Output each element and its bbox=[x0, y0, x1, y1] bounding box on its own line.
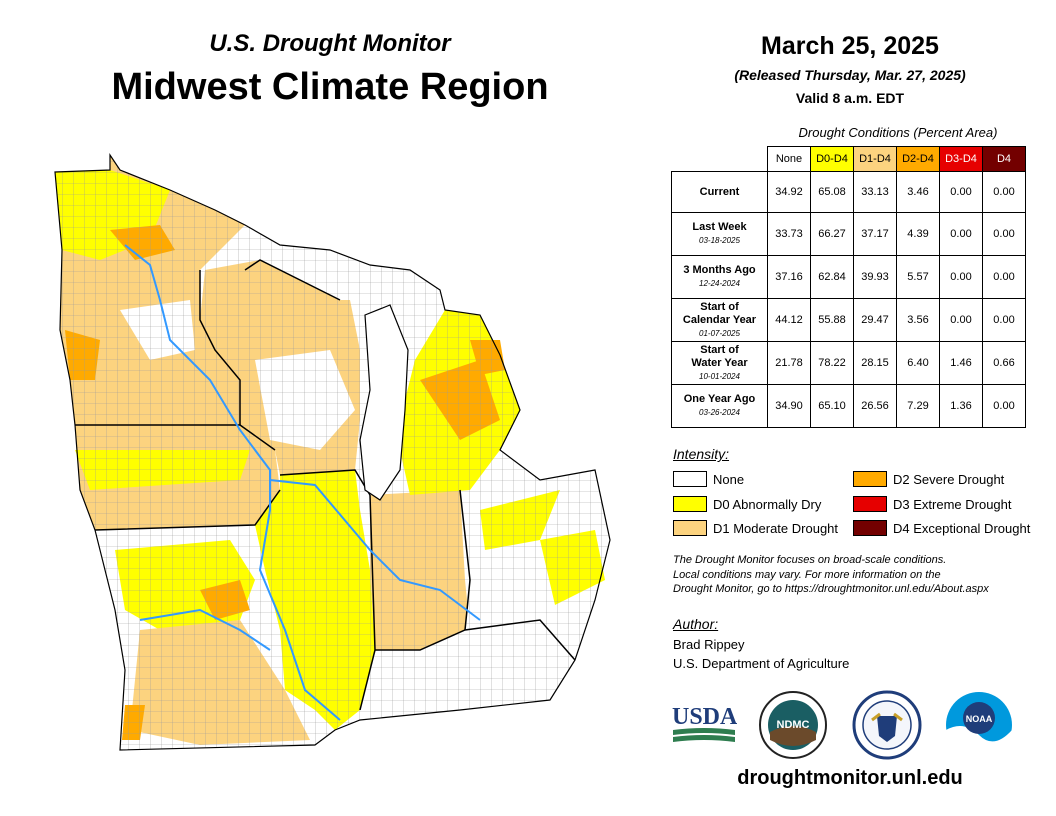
table-cell: 0.00 bbox=[939, 298, 983, 342]
drought-map bbox=[54, 153, 611, 751]
column-header: D3-D4 bbox=[939, 146, 983, 172]
legend-item-d3: D3 Extreme Drought bbox=[853, 496, 1012, 512]
usda-logo: USDA bbox=[672, 704, 737, 742]
table-cell: 37.17 bbox=[853, 212, 897, 256]
author-org: U.S. Department of Agriculture bbox=[673, 656, 850, 671]
row-label: Last Week 03-18-2025 bbox=[671, 212, 768, 256]
legend-swatch bbox=[853, 471, 887, 487]
row-label: 3 Months Ago 12-24-2024 bbox=[671, 255, 768, 299]
ndmc-logo: NDMC bbox=[759, 691, 827, 759]
table-cell: 3.46 bbox=[896, 171, 940, 213]
author-heading: Author: bbox=[673, 616, 719, 632]
table-cell: 0.00 bbox=[939, 171, 983, 213]
table-cell: 0.00 bbox=[939, 212, 983, 256]
column-header: D2-D4 bbox=[896, 146, 940, 172]
table-cell: 0.00 bbox=[982, 255, 1026, 299]
table-cell: 26.56 bbox=[853, 384, 897, 428]
legend-swatch bbox=[673, 471, 707, 487]
table-cell: 4.39 bbox=[896, 212, 940, 256]
table-cell: 78.22 bbox=[810, 341, 854, 385]
table-row: 3 Months Ago 12-24-2024 37.16 62.84 39.93… bbox=[671, 255, 1026, 299]
drought-conditions-table: None D0-D4 D1-D4 D2-D4 D3-D4 D4 Current … bbox=[671, 146, 1026, 428]
table-cell: 65.10 bbox=[810, 384, 854, 428]
legend-item-d0: D0 Abnormally Dry bbox=[673, 496, 821, 512]
table-cell: 44.12 bbox=[767, 298, 811, 342]
legend-heading: Intensity: bbox=[673, 446, 730, 462]
column-header: D1-D4 bbox=[853, 146, 897, 172]
table-cell: 21.78 bbox=[767, 341, 811, 385]
legend-item-d4: D4 Exceptional Drought bbox=[853, 520, 1030, 536]
website-link[interactable]: droughtmonitor.unl.edu bbox=[737, 767, 963, 789]
row-label: Current bbox=[671, 171, 768, 213]
table-cell: 0.00 bbox=[982, 171, 1026, 213]
table-cell: 0.00 bbox=[982, 212, 1026, 256]
table-cell: 34.92 bbox=[767, 171, 811, 213]
table-cell: 1.46 bbox=[939, 341, 983, 385]
doc-seal-logo bbox=[852, 690, 922, 760]
table-cell: 6.40 bbox=[896, 341, 940, 385]
table-cell: 62.84 bbox=[810, 255, 854, 299]
table-row: One Year Ago 03-26-2024 34.90 65.10 26.56… bbox=[671, 384, 1026, 428]
legend-item-d2: D2 Severe Drought bbox=[853, 471, 1004, 487]
legend-item-d1: D1 Moderate Drought bbox=[673, 520, 838, 536]
table-cell: 5.57 bbox=[896, 255, 940, 299]
legend-swatch bbox=[673, 496, 707, 512]
table-cell: 66.27 bbox=[810, 212, 854, 256]
column-header: D0-D4 bbox=[810, 146, 854, 172]
table-cell: 0.00 bbox=[982, 384, 1026, 428]
column-header: D4 bbox=[982, 146, 1026, 172]
release-date: (Released Thursday, Mar. 27, 2025) bbox=[734, 67, 966, 83]
legend-swatch bbox=[853, 496, 887, 512]
table-cell: 1.36 bbox=[939, 384, 983, 428]
conditions-caption: Drought Conditions (Percent Area) bbox=[798, 125, 998, 140]
table-cell: 65.08 bbox=[810, 171, 854, 213]
table-cell: 3.56 bbox=[896, 298, 940, 342]
map-subtitle: U.S. Drought Monitor bbox=[209, 30, 451, 57]
table-cell: 29.47 bbox=[853, 298, 897, 342]
valid-time: Valid 8 a.m. EDT bbox=[795, 90, 905, 106]
table-cell: 33.73 bbox=[767, 212, 811, 256]
map-county-grid bbox=[54, 153, 611, 751]
legend-swatch bbox=[853, 520, 887, 536]
table-header-row: None D0-D4 D1-D4 D2-D4 D3-D4 D4 bbox=[671, 146, 1026, 172]
table-cell: 0.00 bbox=[982, 298, 1026, 342]
table-row: Last Week 03-18-2025 33.73 66.27 37.17 4.… bbox=[671, 212, 1026, 256]
table-row: Start of Calendar Year 01-07-2025 44.12 55… bbox=[671, 298, 1026, 342]
table-cell: 0.66 bbox=[982, 341, 1026, 385]
column-header: None bbox=[767, 146, 811, 172]
author-name: Brad Rippey bbox=[673, 637, 745, 652]
svg-text:NOAA: NOAA bbox=[966, 714, 993, 724]
table-cell: 33.13 bbox=[853, 171, 897, 213]
noaa-logo: NOAA bbox=[946, 692, 1012, 760]
row-label: Start of Calendar Year 01-07-2025 bbox=[671, 298, 768, 342]
table-cell: 39.93 bbox=[853, 255, 897, 299]
map-title: Midwest Climate Region bbox=[111, 66, 549, 108]
table-cell: 34.90 bbox=[767, 384, 811, 428]
map-state-borders bbox=[75, 259, 576, 711]
table-cell: 0.00 bbox=[939, 255, 983, 299]
table-cell: 7.29 bbox=[896, 384, 940, 428]
map-rivers bbox=[124, 244, 481, 721]
disclaimer-note: The Drought Monitor focuses on broad-sca… bbox=[673, 554, 989, 595]
map-date: March 25, 2025 bbox=[761, 32, 939, 60]
lake-michigan bbox=[359, 304, 409, 501]
row-label: One Year Ago 03-26-2024 bbox=[671, 384, 768, 428]
table-cell: 28.15 bbox=[853, 341, 897, 385]
row-label: Start of Water Year 10-01-2024 bbox=[671, 341, 768, 385]
table-cell: 37.16 bbox=[767, 255, 811, 299]
legend-swatch bbox=[673, 520, 707, 536]
table-row: Start of Water Year 10-01-2024 21.78 78.22… bbox=[671, 341, 1026, 385]
svg-text:NDMC: NDMC bbox=[777, 719, 810, 731]
table-row: Current 34.92 65.08 33.13 3.46 0.00 0.00 bbox=[671, 171, 1026, 213]
table-cell: 55.88 bbox=[810, 298, 854, 342]
legend-item-none: None bbox=[673, 471, 744, 487]
svg-text:USDA: USDA bbox=[672, 704, 737, 730]
